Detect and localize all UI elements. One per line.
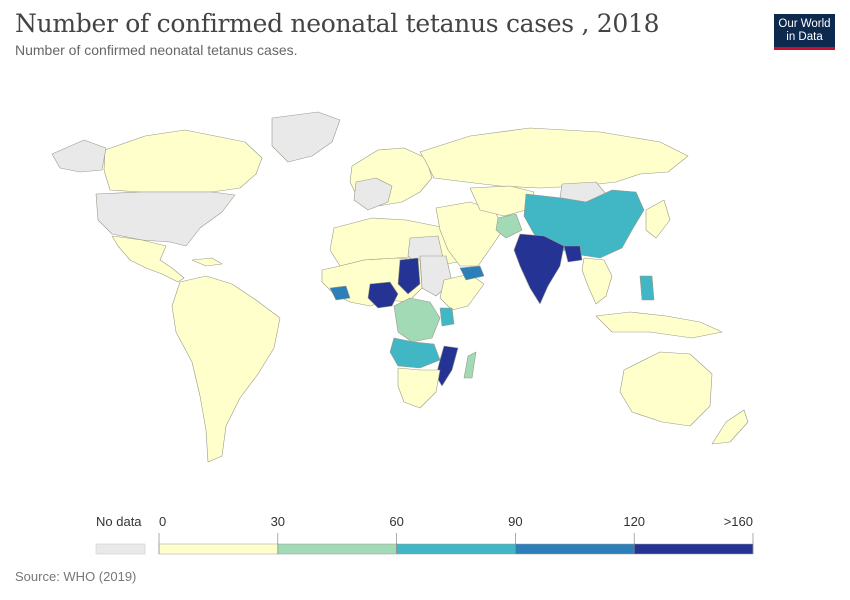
region-afghanistan[interactable]: [495, 213, 523, 239]
region-chad[interactable]: [397, 257, 421, 295]
region-greenland[interactable]: [271, 111, 341, 163]
region-madagascar[interactable]: [463, 351, 477, 379]
region-india[interactable]: [513, 233, 565, 305]
region-alaska[interactable]: [51, 139, 107, 173]
region-south-america[interactable]: [171, 275, 281, 463]
legend-ticks: 0 30 60 90 120 >160: [158, 514, 754, 554]
chart-title: Number of confirmed neonatal tetanus cas…: [15, 9, 660, 38]
logo-line-1: Our World: [778, 18, 831, 30]
legend-bin-0: [158, 543, 279, 555]
region-liberia-ivory[interactable]: [329, 285, 351, 301]
region-russia[interactable]: [419, 127, 689, 189]
region-yemen[interactable]: [459, 265, 485, 281]
legend-tick-label-2: 60: [389, 514, 403, 529]
region-usa[interactable]: [95, 191, 236, 247]
legend-tick-label-0: 0: [159, 514, 166, 529]
source-note: Source: WHO (2019): [15, 569, 137, 584]
world-map: [51, 111, 749, 463]
owid-logo[interactable]: Our World in Data: [774, 14, 835, 50]
region-bangladesh[interactable]: [563, 245, 583, 263]
legend-bin-1: [277, 543, 397, 555]
region-horn[interactable]: [439, 273, 485, 311]
legend-bin-3: [515, 543, 635, 555]
region-japan-korea[interactable]: [645, 199, 671, 239]
region-western-europe[interactable]: [353, 177, 393, 211]
legend-bin-2: [396, 543, 516, 555]
region-southeast-asia[interactable]: [581, 257, 613, 305]
legend-tick-label-4: 120: [623, 514, 645, 529]
legend-bins: [158, 543, 754, 555]
region-southern-africa[interactable]: [397, 367, 441, 409]
legend-tick-label-1: 30: [271, 514, 285, 529]
region-na[interactable]: [103, 129, 263, 193]
legend-tick-label-3: 90: [508, 514, 522, 529]
map-regions: [51, 111, 749, 463]
legend-bin-4: [633, 543, 754, 555]
region-nigeria[interactable]: [367, 281, 399, 309]
legend-no-data-label: No data: [96, 514, 142, 529]
region-mozambique[interactable]: [435, 345, 459, 387]
region-australia[interactable]: [619, 351, 713, 427]
region-angola-zambia[interactable]: [389, 337, 441, 369]
logo-line-2: in Data: [786, 31, 823, 43]
legend-no-data-swatch: [95, 543, 146, 555]
legend-tick-label-5: >160: [724, 514, 753, 529]
color-legend: No data 0 30 60 90 120 >160: [95, 514, 754, 555]
region-mexico-central-america[interactable]: [111, 235, 185, 283]
region-caribbean[interactable]: [191, 257, 223, 267]
region-drc[interactable]: [393, 297, 441, 343]
region-indonesia[interactable]: [595, 311, 723, 339]
region-new-zealand[interactable]: [711, 409, 749, 445]
region-kenya[interactable]: [439, 307, 455, 327]
region-philippines[interactable]: [639, 275, 655, 301]
chart-subtitle: Number of confirmed neonatal tetanus cas…: [15, 42, 298, 58]
